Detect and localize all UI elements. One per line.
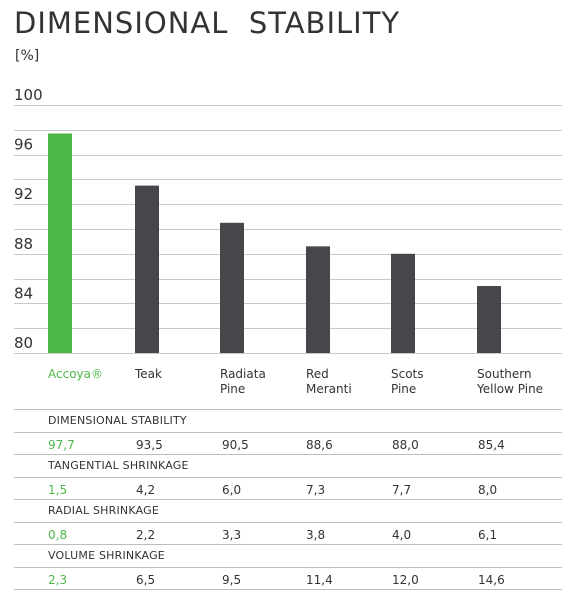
table-section-label: RADIAL SHRINKAGE — [48, 504, 159, 517]
y-tick-label: 84 — [14, 284, 33, 302]
table-cell: 6,1 — [478, 528, 498, 542]
table-cell: 88,6 — [306, 438, 333, 452]
table-section-label: DIMENSIONAL STABILITY — [48, 414, 187, 427]
table-cell: 4,2 — [136, 483, 156, 497]
bar-chart: 100 96 92 88 84 80 Accoya® Teak Radiata Pine Red Me… — [14, 86, 562, 396]
bar — [391, 253, 415, 353]
bar — [220, 222, 244, 353]
table-cell: 97,7 — [48, 438, 75, 452]
bar — [135, 185, 159, 353]
y-tick-label: 92 — [14, 185, 33, 203]
table-divider — [14, 432, 562, 433]
table-divider — [14, 454, 562, 455]
table-divider — [14, 522, 562, 523]
table-cell: 2,3 — [48, 573, 68, 587]
y-tick-label: 100 — [14, 86, 43, 104]
table-divider — [14, 409, 562, 410]
table-cell: 12,0 — [392, 573, 419, 587]
table-divider — [14, 589, 562, 590]
table-cell: 8,0 — [478, 483, 498, 497]
table-row: 2,3 6,5 9,5 11,4 12,0 14,6 — [14, 567, 562, 589]
table-section-label: TANGENTIAL SHRINKAGE — [48, 459, 189, 472]
table-cell: 3,3 — [222, 528, 242, 542]
table-cell: 0,8 — [48, 528, 68, 542]
table-row: 1,5 4,2 6,0 7,3 7,7 8,0 — [14, 477, 562, 499]
table-cell: 93,5 — [136, 438, 163, 452]
table-cell: 11,4 — [306, 573, 333, 587]
unit-label: [%] — [15, 48, 40, 64]
chart-title: DIMENSIONAL STABILITY — [14, 6, 401, 40]
table-section-label: VOLUME SHRINKAGE — [48, 549, 165, 562]
x-tick-label: Southern Yellow Pine — [476, 367, 543, 396]
table-cell: 14,6 — [478, 573, 505, 587]
table-cell: 85,4 — [478, 438, 505, 452]
table-cell: 6,5 — [136, 573, 156, 587]
y-tick-label: 88 — [14, 235, 33, 253]
x-tick-label: Red Meranti — [306, 367, 352, 396]
bar — [48, 133, 72, 353]
table-cell: 4,0 — [392, 528, 412, 542]
table-cell: 88,0 — [392, 438, 419, 452]
table-row: 97,7 93,5 90,5 88,6 88,0 85,4 — [14, 432, 562, 454]
table-row: 0,8 2,2 3,3 3,8 4,0 6,1 — [14, 522, 562, 544]
table-cell: 7,3 — [306, 483, 326, 497]
x-tick-label: Accoya® — [48, 367, 103, 381]
table-cell: 3,8 — [306, 528, 326, 542]
y-tick-label: 96 — [14, 136, 33, 154]
table-divider — [14, 544, 562, 545]
table-cell: 7,7 — [392, 483, 412, 497]
table-cell: 9,5 — [222, 573, 242, 587]
bar — [306, 246, 330, 353]
table-cell: 2,2 — [136, 528, 156, 542]
bar — [477, 286, 501, 353]
table-divider — [14, 499, 562, 500]
table-divider — [14, 477, 562, 478]
x-tick-label: Radiata Pine — [220, 367, 266, 396]
table-cell: 90,5 — [222, 438, 249, 452]
table-cell: 6,0 — [222, 483, 242, 497]
table-divider — [14, 567, 562, 568]
y-tick-label: 80 — [14, 334, 33, 352]
table-cell: 1,5 — [48, 483, 68, 497]
x-tick-label: Scots Pine — [391, 367, 424, 396]
x-tick-label: Teak — [134, 367, 162, 381]
